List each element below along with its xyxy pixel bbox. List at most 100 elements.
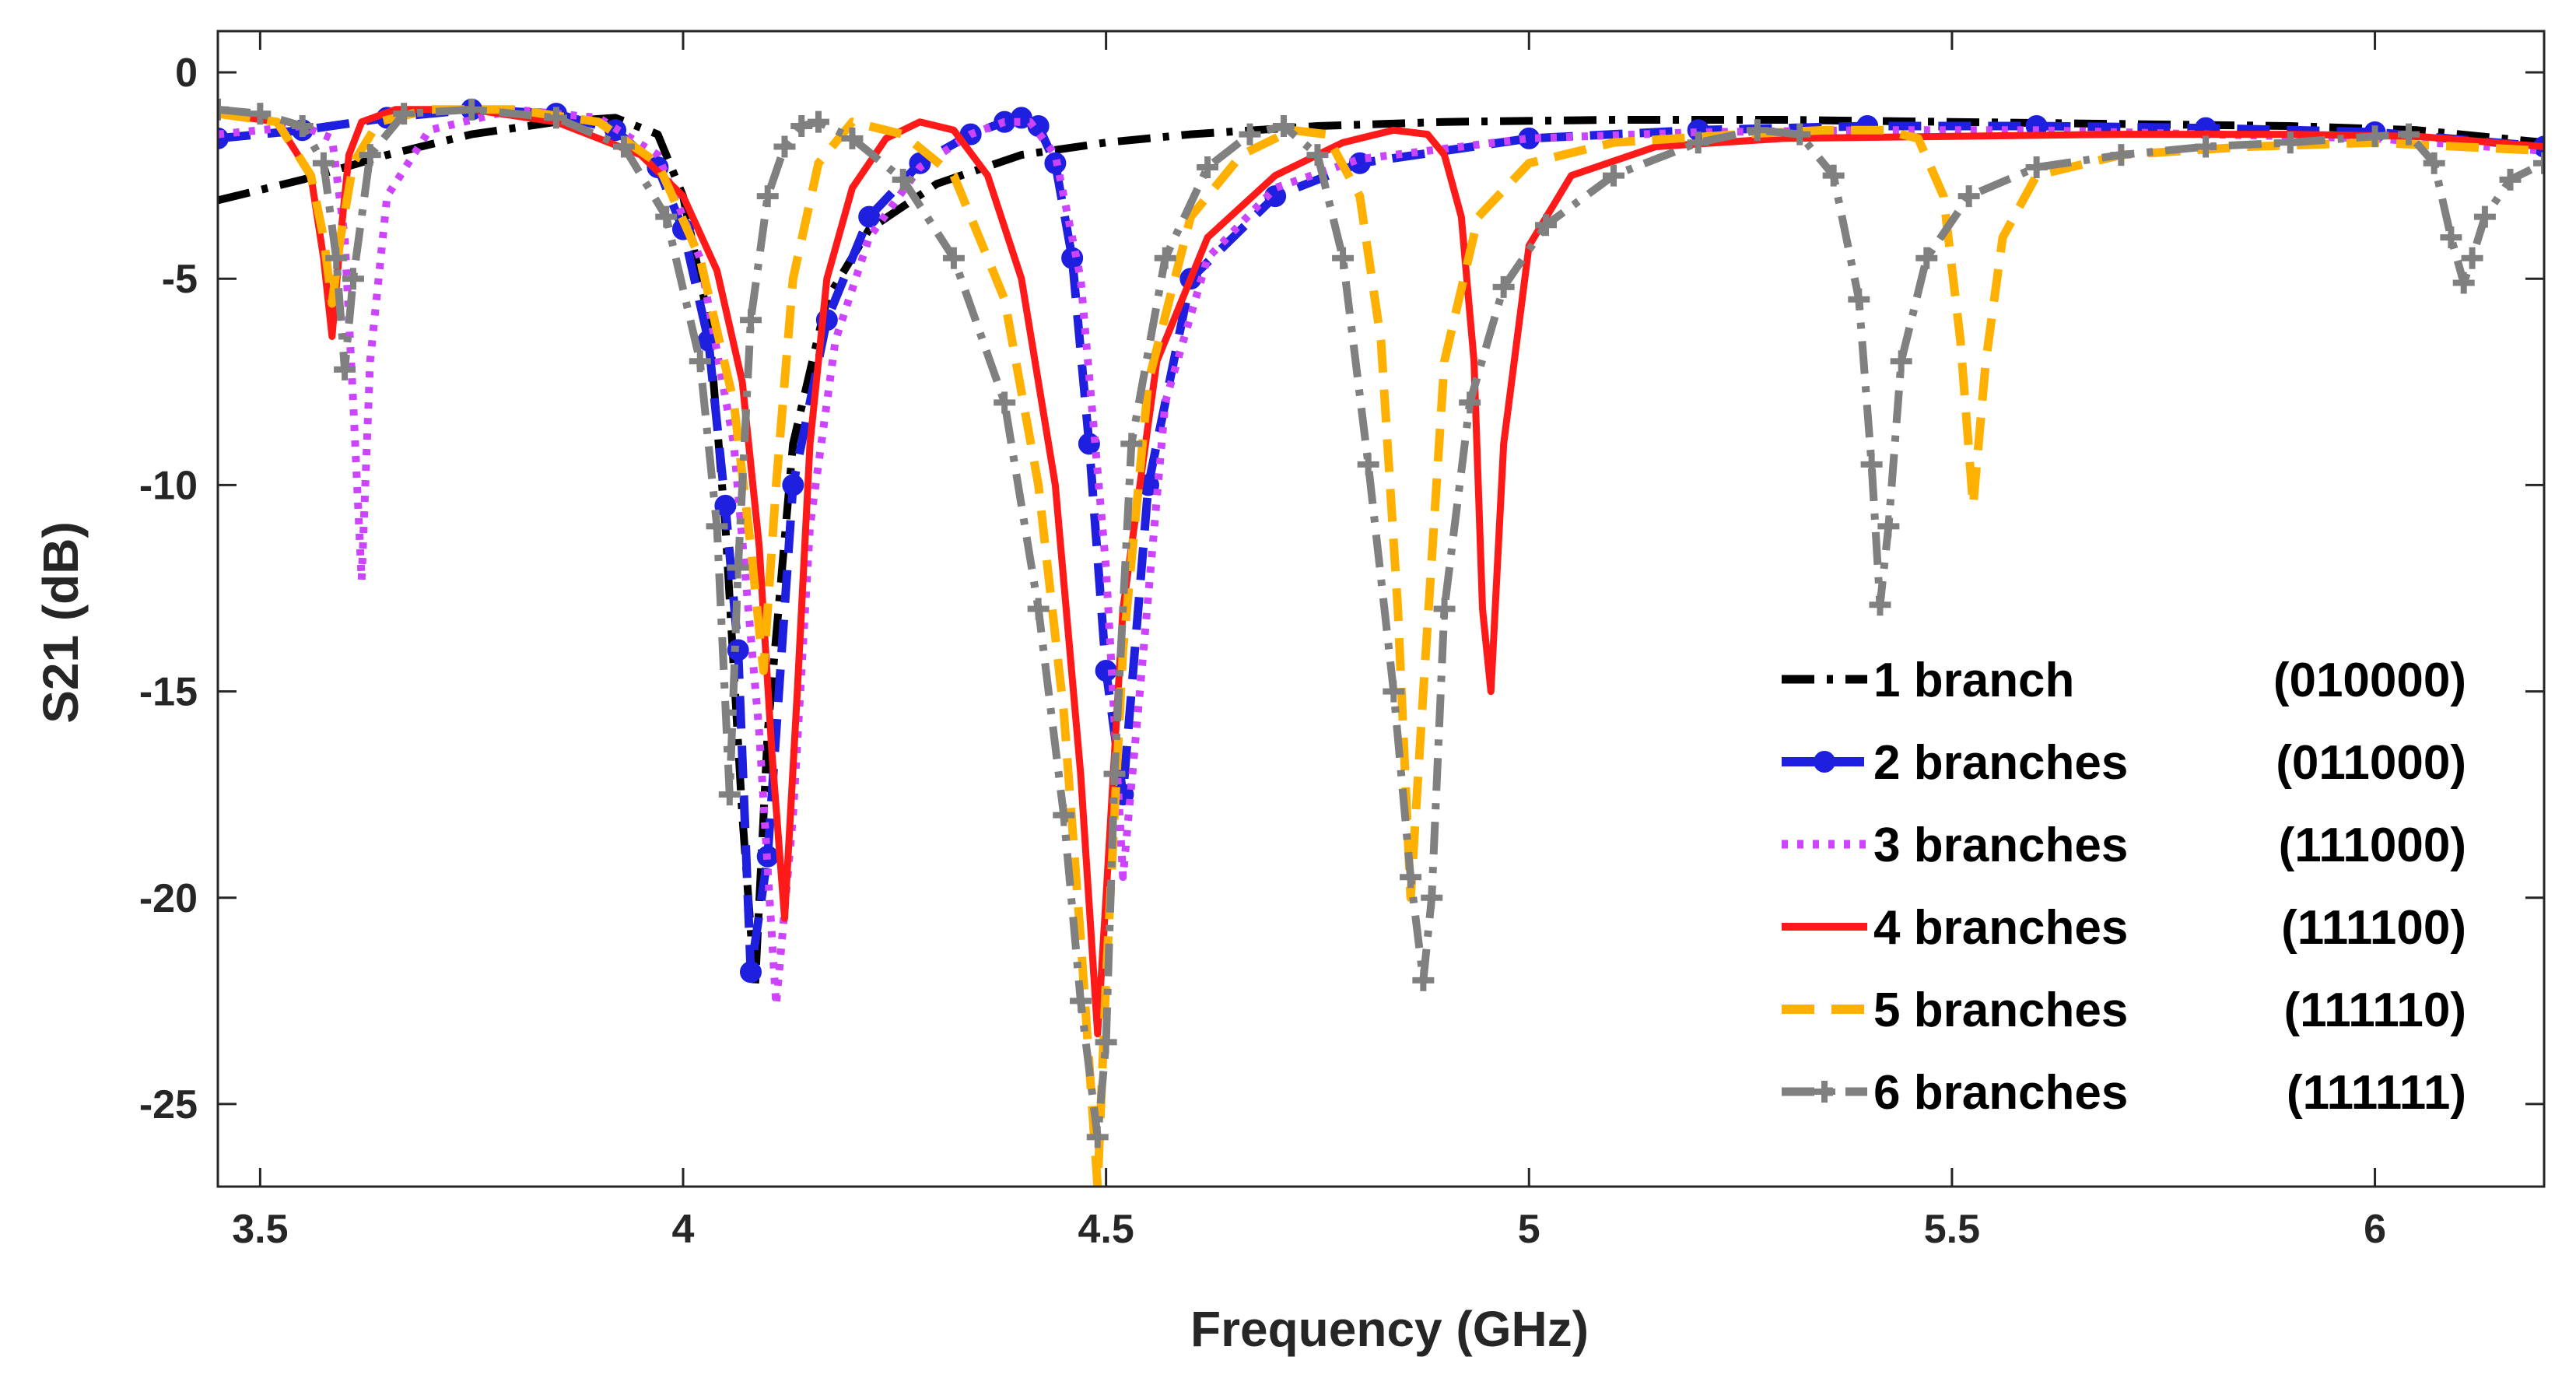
legend-marker (1814, 751, 1835, 773)
data-point-6-20 (773, 135, 796, 158)
legend-item-6: 6 branches (111111) (1782, 1066, 2466, 1120)
data-point-6-9 (393, 103, 415, 125)
data-point-6-49 (1603, 164, 1624, 187)
data-point-6-17 (727, 556, 749, 579)
data-point-6-27 (1027, 598, 1050, 620)
data-point-6-6 (334, 358, 356, 380)
data-point-6-36 (1239, 123, 1261, 146)
data-point-6-29 (1070, 990, 1092, 1012)
data-point-6-48 (1535, 214, 1558, 237)
data-point-6-38 (1306, 144, 1329, 167)
data-point-6-68 (2440, 226, 2462, 249)
legend-item-4: 4 branches (111100) (1782, 901, 2466, 955)
data-point-6-50 (1687, 131, 1709, 154)
axes-layer (216, 30, 2546, 1188)
data-point-6-13 (655, 205, 678, 228)
data-point-6-7 (342, 268, 364, 290)
y-tick-label: -10 (139, 463, 198, 508)
legend-label: 6 branches (1873, 1066, 2128, 1120)
data-point-6-11 (545, 107, 567, 129)
legend-code: (111100) (2281, 901, 2466, 955)
data-point-6-59 (1915, 247, 1938, 269)
data-point-6-28 (1053, 804, 1075, 826)
data-point-6-70 (2461, 247, 2483, 269)
data-point-6-55 (1860, 453, 1883, 475)
data-point-6-60 (1957, 185, 1980, 208)
x-tick-label: 3.5 (232, 1207, 288, 1252)
series-6 (218, 98, 2544, 1148)
data-point-6-40 (1357, 453, 1379, 475)
data-point-6-30 (1086, 1126, 1109, 1148)
legend: 1 branch (010000) 2 branches (011000) 3 bran… (1782, 654, 2466, 1120)
data-point-6-42 (1400, 866, 1422, 889)
data-point-6-51 (1746, 119, 1768, 142)
data-point-6-66 (2398, 123, 2420, 146)
data-point-2-12 (739, 961, 762, 984)
y-axis-label: S21 (dB) (33, 521, 89, 724)
legend-code: (111110) (2284, 984, 2467, 1037)
data-point-6-25 (942, 247, 965, 269)
data-point-6-37 (1272, 114, 1295, 137)
data-point-2-10 (714, 494, 737, 517)
data-point-6-26 (994, 391, 1016, 414)
legend-code: (111111) (2287, 1066, 2466, 1120)
data-point-6-33 (1120, 433, 1143, 455)
data-point-6-10 (461, 98, 483, 121)
data-point-6-62 (2110, 144, 2133, 167)
legend-item-2: 2 branches (011000) (1782, 736, 2466, 790)
data-point-6-54 (1848, 288, 1870, 310)
data-point-6-3 (291, 114, 314, 137)
data-point-6-32 (1103, 763, 1126, 785)
data-point-6-61 (2025, 156, 2048, 179)
data-point-6-22 (807, 110, 829, 133)
legend-item-1: 1 branch (010000) (1782, 654, 2466, 707)
data-point-6-21 (790, 114, 813, 137)
data-point-6-57 (1877, 515, 1900, 538)
data-point-6-1 (218, 98, 229, 121)
data-point-6-52 (1789, 123, 1811, 146)
x-axis-label: Frequency (GHz) (1190, 1301, 1589, 1357)
data-point-6-73 (2533, 152, 2544, 174)
y-tick-label: -15 (139, 670, 198, 715)
y-tick-label: -5 (162, 257, 198, 302)
data-point-6-56 (1869, 594, 1891, 616)
data-point-6-5 (325, 247, 348, 269)
data-point-6-23 (841, 127, 864, 149)
data-point-6-35 (1197, 156, 1219, 179)
data-point-2-23 (1061, 247, 1084, 269)
data-point-2-16 (858, 205, 881, 228)
data-point-6-18 (739, 309, 762, 331)
data-point-6-24 (892, 168, 914, 191)
legend-label: 4 branches (1873, 901, 2128, 955)
data-point-6-47 (1492, 275, 1515, 298)
legend-code: (011000) (2276, 736, 2466, 790)
data-point-6-71 (2473, 205, 2496, 228)
legend-item-3: 3 branches (111000) (1782, 819, 2466, 872)
x-tick-label: 4 (672, 1207, 695, 1252)
legend-label: 3 branches (1873, 819, 2128, 872)
data-point-6-8 (359, 144, 381, 167)
legend-label: 1 branch (1873, 654, 2074, 707)
data-point-6-4 (312, 152, 335, 174)
y-tick-label: 0 (175, 51, 198, 96)
data-point-2-14 (782, 474, 804, 496)
y-tick-label: -20 (139, 876, 198, 921)
data-point-6-63 (2195, 135, 2217, 158)
data-point-6-31 (1095, 1031, 1117, 1054)
legend-code: (111000) (2279, 819, 2466, 872)
plot-frame (216, 30, 2546, 1188)
data-point-6-72 (2499, 168, 2522, 191)
data-point-6-14 (689, 350, 711, 373)
legend-marker (1814, 1081, 1835, 1103)
data-point-6-45 (1433, 598, 1456, 620)
legend-label: 2 branches (1873, 736, 2128, 790)
data-point-6-2 (249, 103, 272, 125)
data-point-6-67 (2423, 152, 2445, 174)
series-layer (218, 98, 2544, 1187)
series-line-3 (218, 105, 2544, 1009)
data-point-6-15 (706, 515, 728, 538)
y-tick-label: -25 (139, 1082, 198, 1127)
x-tick-label: 5.5 (1924, 1207, 1980, 1252)
